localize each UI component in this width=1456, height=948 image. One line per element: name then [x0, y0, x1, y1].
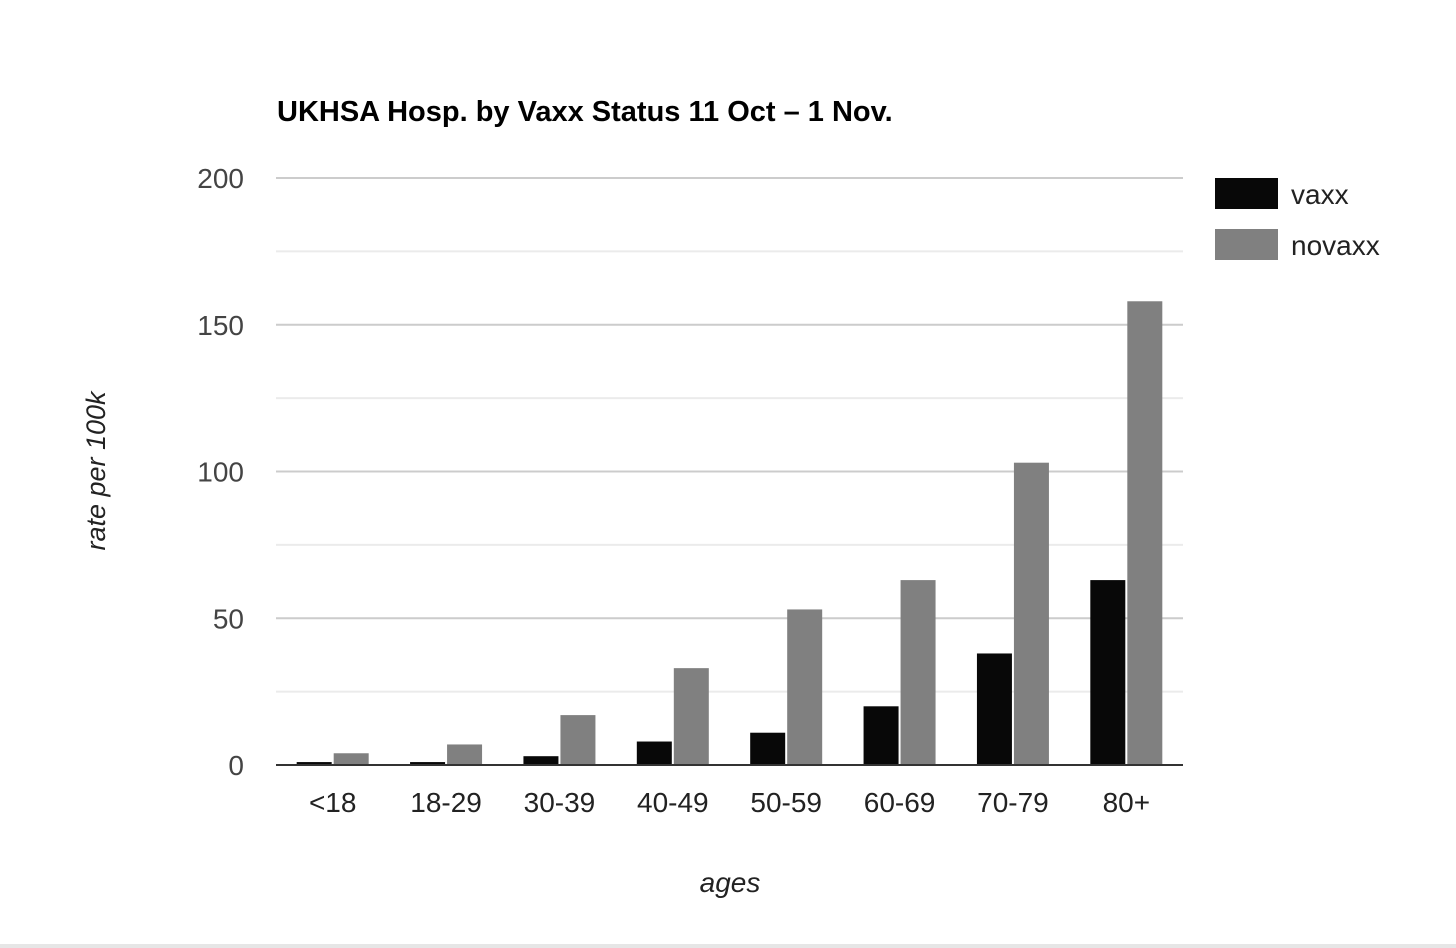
x-axis-label: ages: [700, 867, 761, 898]
gridlines: [276, 177, 1183, 693]
legend-swatch-novaxx: [1215, 229, 1278, 260]
bar-novaxx-5: [900, 580, 936, 765]
legend-item-novaxx: novaxx: [1215, 229, 1380, 261]
y-tick-label: 100: [197, 457, 244, 488]
bar-vaxx-7: [1090, 580, 1126, 765]
legend-label-novaxx: novaxx: [1291, 230, 1380, 261]
bar-vaxx-4: [750, 732, 786, 765]
x-tick-label: 40-49: [637, 787, 709, 818]
bar-novaxx-3: [673, 668, 709, 765]
legend-item-vaxx: vaxx: [1215, 178, 1349, 210]
x-tick-label: 60-69: [864, 787, 936, 818]
bar-vaxx-3: [636, 741, 672, 765]
bar-vaxx-0: [296, 762, 332, 765]
x-axis-tick-labels: <18 18-29 30-39 40-49 50-59 60-69 70-79 80+: [309, 787, 1150, 818]
bar-vaxx-2: [523, 756, 559, 765]
legend-label-vaxx: vaxx: [1291, 179, 1349, 210]
bar-novaxx-1: [447, 744, 483, 765]
x-tick-label: 70-79: [977, 787, 1049, 818]
bars: [296, 301, 1163, 765]
legend-swatch-vaxx: [1215, 178, 1278, 209]
x-tick-label: 80+: [1103, 787, 1151, 818]
y-tick-label: 200: [197, 163, 244, 194]
chart-title: UKHSA Hosp. by Vaxx Status 11 Oct – 1 No…: [277, 96, 893, 128]
bar-novaxx-6: [1013, 462, 1049, 765]
bar-vaxx-5: [863, 706, 899, 765]
y-tick-label: 50: [213, 603, 244, 634]
x-tick-label: 50-59: [750, 787, 822, 818]
legend: vaxx novaxx: [1215, 178, 1380, 261]
bar-vaxx-1: [410, 762, 446, 765]
bar-novaxx-4: [787, 609, 823, 765]
bottom-border: [0, 944, 1456, 948]
bar-novaxx-2: [560, 715, 596, 765]
y-axis-tick-labels: 0 50 100 150 200: [197, 163, 244, 781]
y-tick-label: 0: [228, 750, 244, 781]
x-tick-label: 30-39: [524, 787, 596, 818]
bar-novaxx-0: [333, 753, 369, 765]
bar-novaxx-7: [1127, 301, 1163, 765]
x-tick-label: 18-29: [410, 787, 482, 818]
y-axis-label: rate per 100k: [81, 390, 111, 551]
bar-vaxx-6: [976, 653, 1012, 765]
y-tick-label: 150: [197, 310, 244, 341]
x-tick-label: <18: [309, 787, 357, 818]
